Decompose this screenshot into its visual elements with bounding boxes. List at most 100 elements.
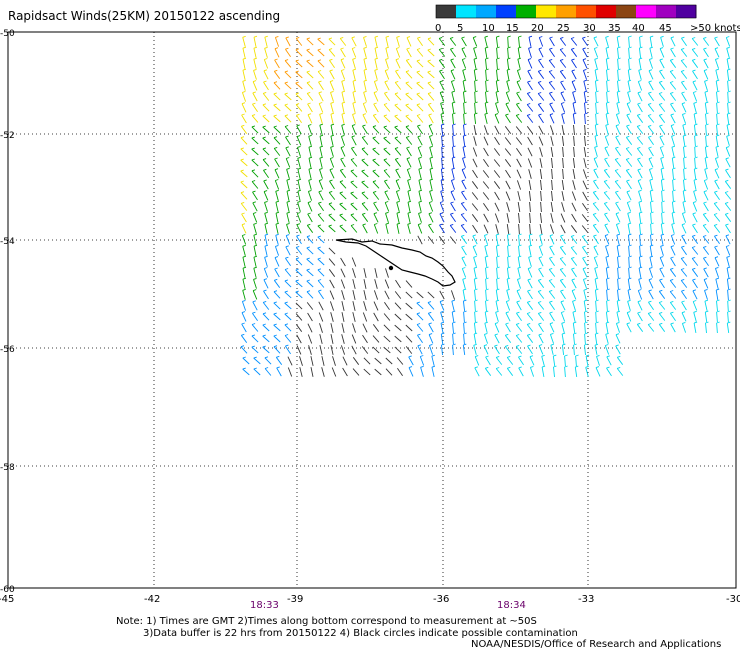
wind-barb-feather — [593, 234, 597, 237]
wind-barb — [394, 324, 402, 332]
wind-barb-feather — [661, 222, 665, 225]
wind-barb-feather — [659, 113, 663, 116]
wind-barb — [517, 59, 521, 69]
wind-barb — [284, 93, 292, 101]
wind-barb-feather — [638, 68, 642, 71]
wind-barb-feather — [461, 168, 466, 171]
wind-barb-feather — [650, 244, 654, 247]
wind-barb — [527, 290, 533, 300]
wind-barb — [396, 224, 400, 234]
wind-barb-feather — [584, 101, 588, 104]
wind-barb — [383, 335, 391, 343]
wind-barb — [494, 345, 500, 355]
wind-barb-feather — [626, 135, 630, 138]
wind-barb-feather — [683, 189, 687, 192]
wind-barb — [242, 246, 246, 256]
wind-barb-feather — [450, 223, 454, 226]
wind-barb — [595, 311, 597, 323]
wind-barb — [440, 114, 444, 124]
wind-barb — [582, 37, 588, 47]
wind-barb-feather — [264, 46, 268, 49]
wind-barb-feather — [295, 59, 299, 62]
wind-barb — [319, 147, 323, 157]
wind-barb — [705, 113, 707, 125]
wind-barb-feather — [527, 69, 531, 72]
colorbar-segment — [536, 5, 557, 18]
wind-barb — [405, 324, 413, 332]
wind-barb — [405, 335, 413, 343]
wind-barb — [274, 48, 280, 58]
wind-barb-feather — [496, 57, 500, 60]
wind-barb — [494, 323, 500, 333]
wind-barb-feather — [572, 310, 577, 313]
wind-barb-feather — [440, 178, 445, 181]
wind-barb-feather — [276, 355, 280, 358]
wind-barb-feather — [362, 212, 366, 215]
wind-barb-feather — [725, 191, 729, 193]
wind-barb — [242, 268, 246, 278]
wind-barb-feather — [584, 299, 588, 302]
wind-barb — [451, 312, 455, 322]
wind-barb — [329, 180, 335, 190]
wind-barb — [617, 80, 619, 92]
wind-barb — [307, 323, 313, 333]
wind-barb — [251, 170, 259, 178]
wind-barb-feather — [615, 201, 619, 204]
wind-barb-feather — [583, 288, 587, 291]
wind-barb — [350, 159, 358, 167]
wind-barb-feather — [242, 255, 247, 258]
wind-barb — [264, 368, 272, 376]
wind-barb — [537, 93, 545, 101]
wind-barb-feather — [317, 70, 322, 72]
wind-barb — [571, 213, 577, 223]
wind-barb-feather — [715, 68, 719, 71]
wind-barb — [636, 115, 644, 123]
wind-barb-feather — [473, 46, 477, 49]
wind-barb-feather — [617, 35, 621, 38]
wind-barb — [725, 235, 731, 245]
wind-barb-feather — [263, 91, 267, 94]
wind-barb-feather — [670, 124, 675, 127]
wind-barb — [583, 92, 587, 102]
wind-barb-feather — [617, 68, 621, 71]
wind-barb-feather — [517, 57, 521, 60]
wind-barb-feather — [463, 134, 467, 137]
wind-barb-feather — [450, 47, 454, 50]
wind-barb — [416, 49, 424, 57]
wind-barb — [439, 202, 445, 212]
wind-barb-feather — [385, 222, 389, 225]
wind-barb — [660, 37, 664, 47]
wind-barb — [394, 126, 402, 134]
wind-barb-feather — [462, 277, 466, 280]
wind-barb-feather — [659, 80, 663, 83]
wind-barb-feather — [560, 300, 565, 303]
wind-barb-feather — [474, 79, 478, 82]
wind-barb — [658, 313, 666, 321]
wind-barb-feather — [507, 255, 511, 258]
wind-barb-feather — [284, 323, 289, 326]
wind-barb — [352, 312, 356, 322]
wind-barb-feather — [328, 224, 332, 227]
wind-barb — [572, 92, 576, 102]
wind-barb-feather — [295, 81, 299, 84]
wind-barb-feather — [264, 255, 268, 258]
wind-barb — [715, 147, 719, 157]
wind-barb-feather — [725, 223, 729, 226]
wind-barb — [341, 323, 345, 333]
wind-barb — [681, 246, 687, 256]
wind-barb — [606, 91, 608, 103]
wind-barb — [463, 102, 465, 114]
wind-barb — [373, 81, 379, 91]
wind-barb-feather — [417, 135, 421, 138]
wind-barb — [504, 137, 512, 145]
wind-barb — [703, 257, 709, 267]
wind-barb — [351, 48, 357, 58]
wind-barb-feather — [251, 345, 255, 348]
wind-barb-feather — [418, 211, 422, 214]
wind-barb — [559, 247, 567, 255]
wind-barb-feather — [440, 91, 444, 94]
wind-barb-feather — [451, 178, 455, 181]
wind-barb — [285, 235, 291, 245]
wind-barb-feather — [297, 145, 301, 148]
wind-barb — [361, 214, 369, 222]
